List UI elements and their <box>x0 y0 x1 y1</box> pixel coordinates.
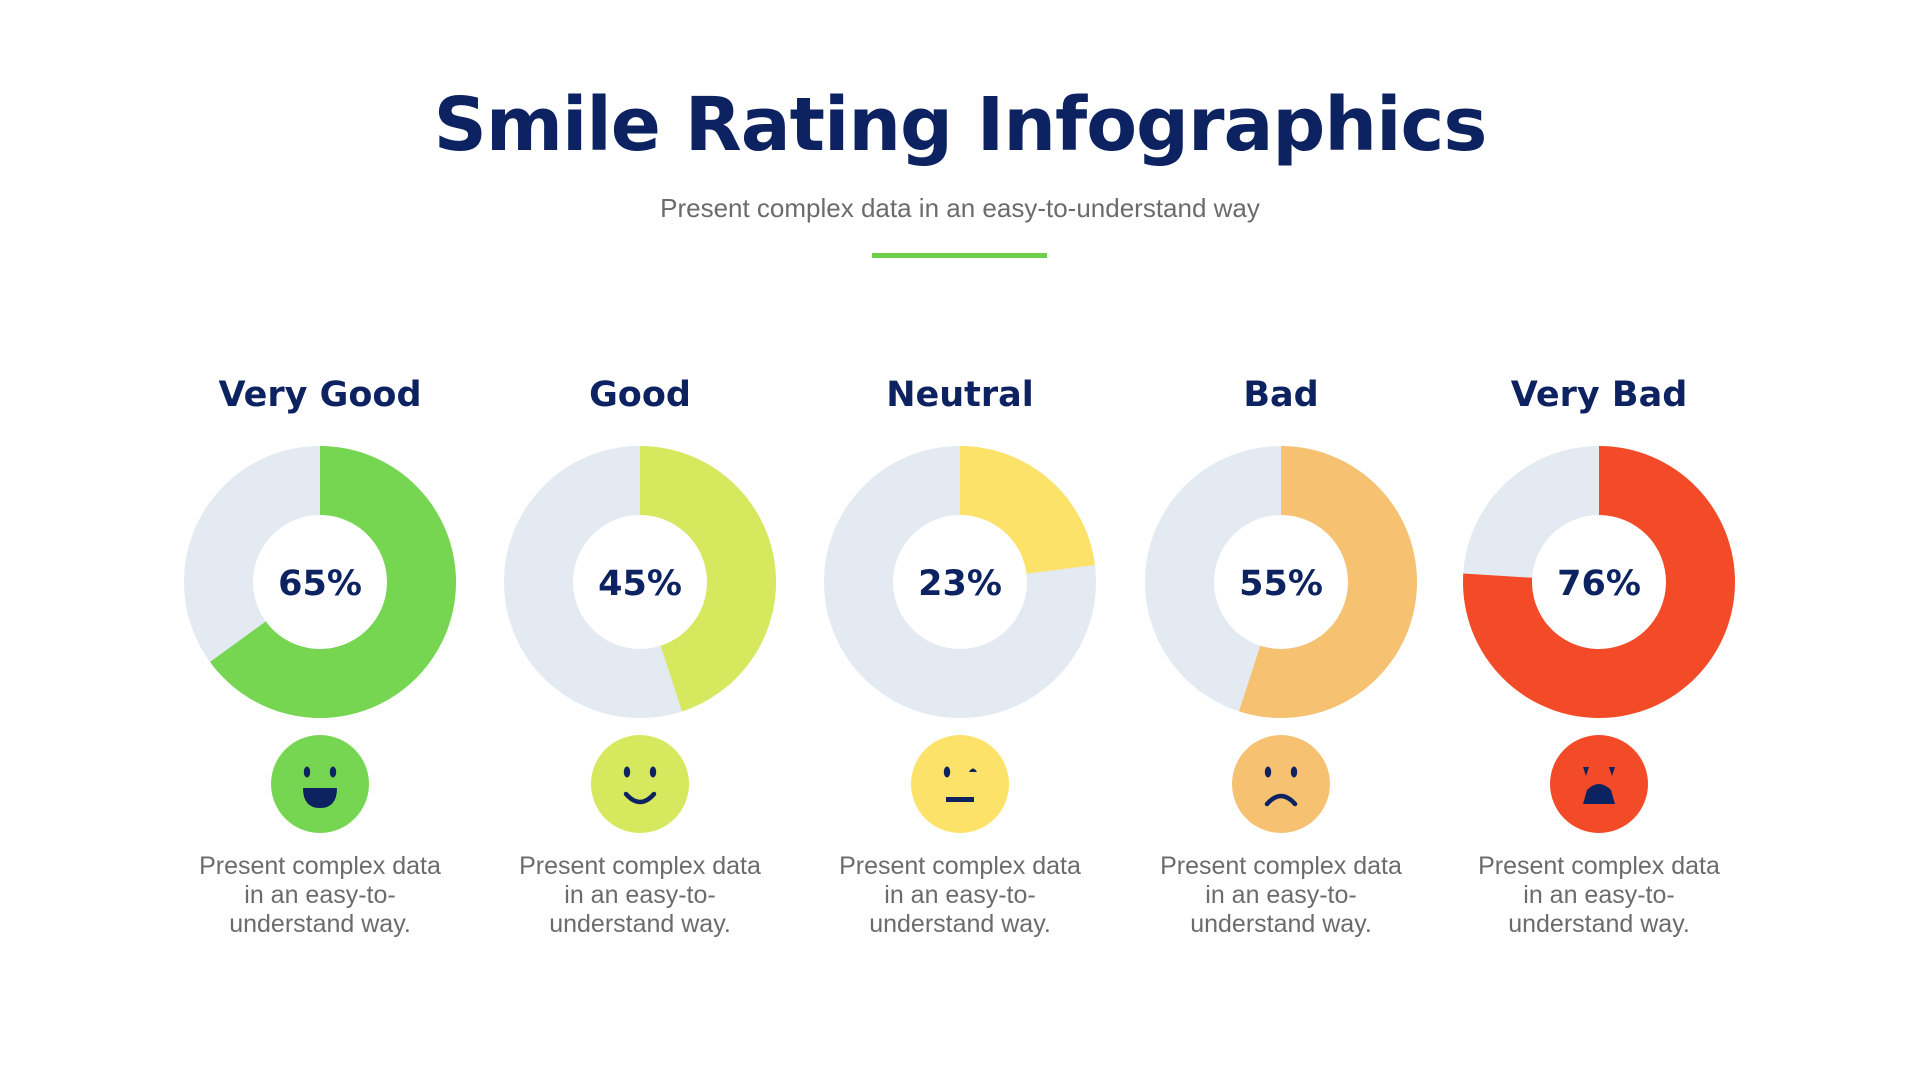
frowning-face-icon <box>1232 735 1330 833</box>
donut-chart: 23% <box>824 446 1096 718</box>
rating-column: Bad 55% Present complex data in an easy-t… <box>1131 370 1431 939</box>
rating-label: Good <box>589 375 691 415</box>
percent-label: 65% <box>278 564 362 604</box>
percent-label: 76% <box>1557 564 1641 604</box>
smiling-face-icon <box>591 735 689 833</box>
description-line: in an easy-to- <box>1205 881 1357 909</box>
percent-label: 23% <box>918 564 1002 604</box>
rating-label: Neutral <box>886 375 1034 415</box>
description-line: Present complex data <box>1160 852 1402 880</box>
donut-value-arc <box>1238 446 1417 718</box>
description-line: understand way. <box>869 910 1051 938</box>
rating-column: Very Bad 76% Present complex data in an e… <box>1449 370 1749 939</box>
description-line: Present complex data <box>1478 852 1720 880</box>
donut-value-arc <box>640 446 776 712</box>
title-underline <box>872 253 1047 258</box>
rating-description: Present complex data in an easy-to-unders… <box>490 852 790 939</box>
description-line: in an easy-to- <box>244 881 396 909</box>
neutral-face-icon <box>911 735 1009 833</box>
description-line: Present complex data <box>199 852 441 880</box>
rating-label: Very Good <box>218 375 422 415</box>
donut-chart: 65% <box>184 446 456 718</box>
rating-description: Present complex data in an easy-to-unders… <box>810 852 1110 939</box>
description-line: understand way. <box>1508 910 1690 938</box>
page-subtitle: Present complex data in an easy-to-under… <box>660 193 1260 223</box>
donut-chart: 55% <box>1145 446 1417 718</box>
description-line: in an easy-to- <box>884 881 1036 909</box>
donut-chart: 76% <box>1463 446 1735 718</box>
rating-label: Bad <box>1243 375 1319 415</box>
rating-column: Neutral 23% Present complex data in an ea… <box>810 370 1110 939</box>
description-line: understand way. <box>1190 910 1372 938</box>
donut-value-arc <box>209 446 456 718</box>
description-line: in an easy-to- <box>564 881 716 909</box>
rating-description: Present complex data in an easy-to-unders… <box>1449 852 1749 939</box>
description-line: understand way. <box>229 910 411 938</box>
percent-label: 45% <box>598 564 682 604</box>
page-title: Smile Rating Infographics <box>433 82 1488 168</box>
rating-description: Present complex data in an easy-to-unders… <box>170 852 470 939</box>
description-line: in an easy-to- <box>1523 881 1675 909</box>
description-line: Present complex data <box>839 852 1081 880</box>
rating-label: Very Bad <box>1510 375 1688 415</box>
description-line: understand way. <box>549 910 731 938</box>
rating-column: Very Good 65% Present complex data in an … <box>170 370 470 939</box>
angry-face-icon <box>1550 735 1648 833</box>
rating-column: Good 45% Present complex data in an easy-… <box>490 370 790 939</box>
laughing-face-icon <box>271 735 369 833</box>
donut-value-arc <box>960 446 1095 574</box>
donut-chart: 45% <box>504 446 776 718</box>
donut-value-arc <box>1463 446 1735 718</box>
description-line: Present complex data <box>519 852 761 880</box>
percent-label: 55% <box>1239 564 1323 604</box>
rating-description: Present complex data in an easy-to-unders… <box>1131 852 1431 939</box>
